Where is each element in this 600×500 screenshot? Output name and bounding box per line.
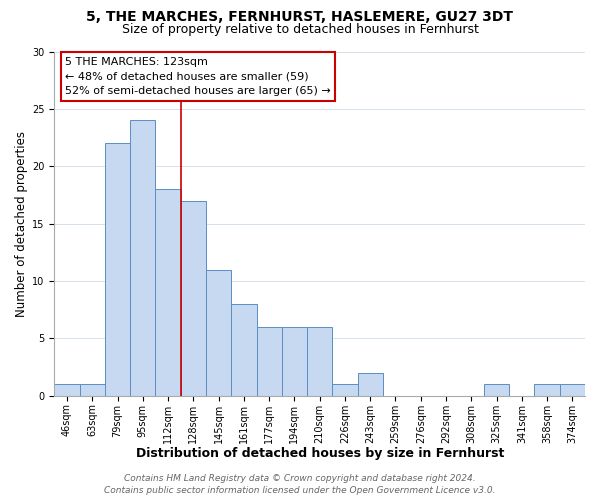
Bar: [206, 270, 231, 396]
Y-axis label: Number of detached properties: Number of detached properties: [15, 130, 28, 316]
Text: Size of property relative to detached houses in Fernhurst: Size of property relative to detached ho…: [122, 22, 478, 36]
Bar: [181, 200, 206, 396]
Bar: [358, 373, 383, 396]
Text: Contains HM Land Registry data © Crown copyright and database right 2024.
Contai: Contains HM Land Registry data © Crown c…: [104, 474, 496, 495]
Bar: [155, 189, 181, 396]
Text: 5, THE MARCHES, FERNHURST, HASLEMERE, GU27 3DT: 5, THE MARCHES, FERNHURST, HASLEMERE, GU…: [86, 10, 514, 24]
Bar: [55, 384, 80, 396]
Bar: [484, 384, 509, 396]
Bar: [257, 327, 282, 396]
Bar: [535, 384, 560, 396]
Bar: [307, 327, 332, 396]
Bar: [282, 327, 307, 396]
Bar: [560, 384, 585, 396]
Bar: [105, 144, 130, 396]
Bar: [332, 384, 358, 396]
Bar: [130, 120, 155, 396]
X-axis label: Distribution of detached houses by size in Fernhurst: Distribution of detached houses by size …: [136, 447, 504, 460]
Bar: [80, 384, 105, 396]
Text: 5 THE MARCHES: 123sqm
← 48% of detached houses are smaller (59)
52% of semi-deta: 5 THE MARCHES: 123sqm ← 48% of detached …: [65, 56, 331, 96]
Bar: [231, 304, 257, 396]
